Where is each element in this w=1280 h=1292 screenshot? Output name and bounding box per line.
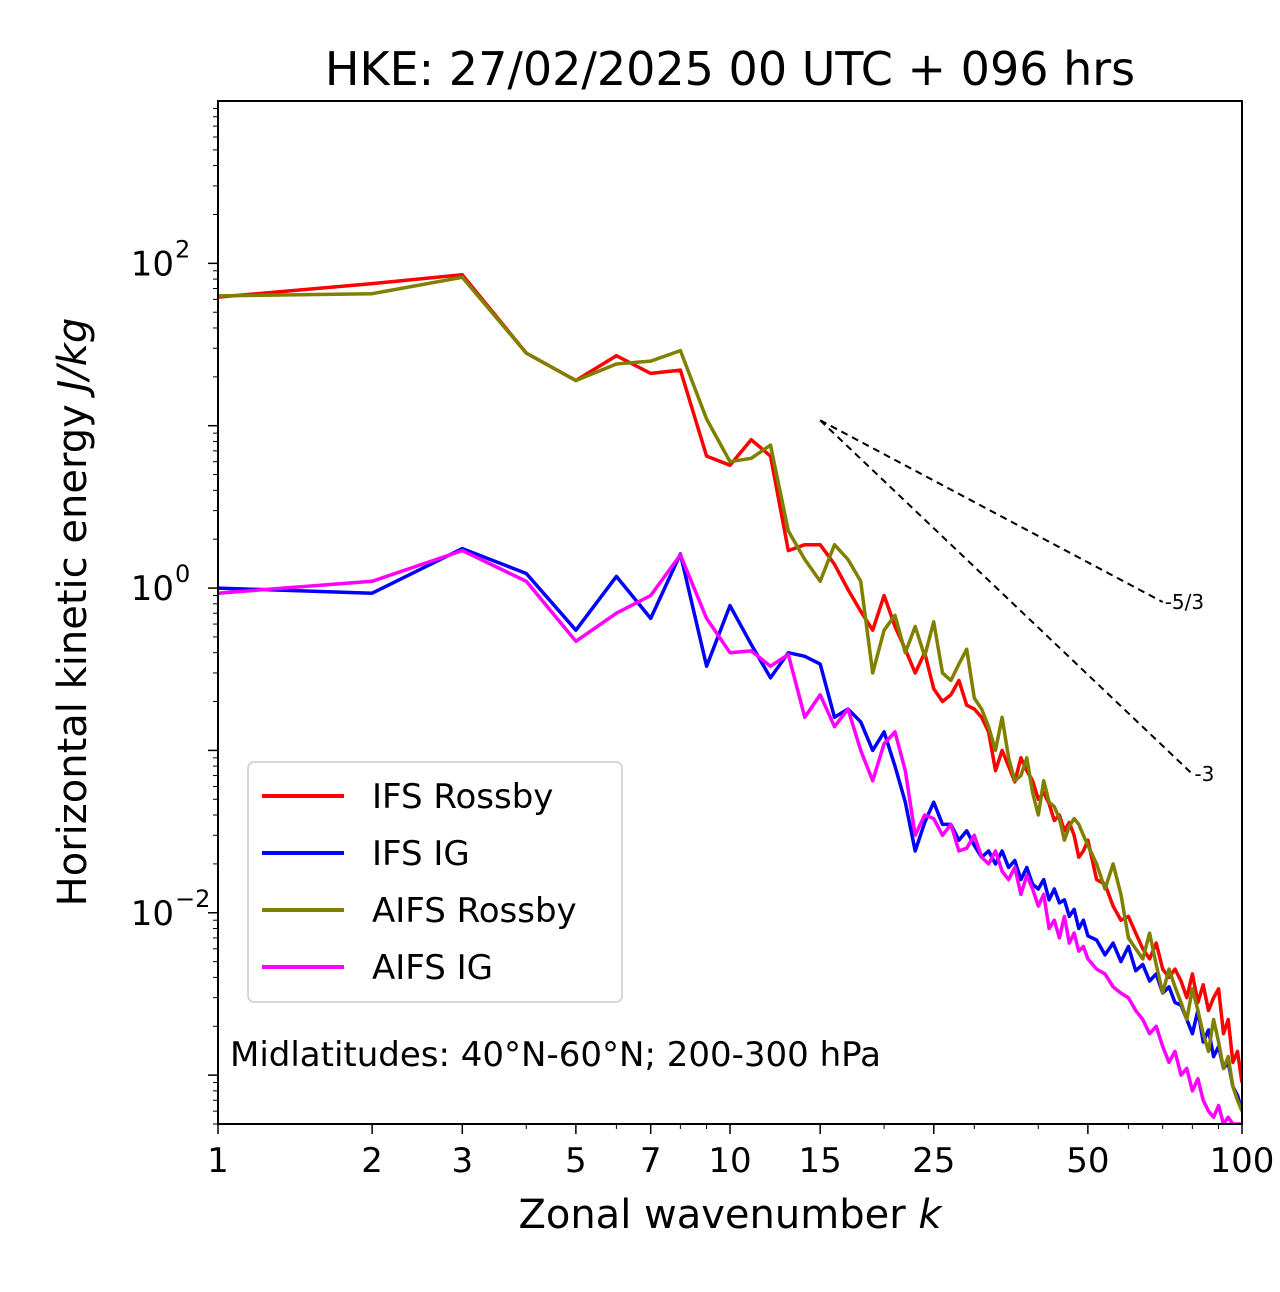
y-tick-label-exponent: 2 [175,235,190,263]
y-tick-label-exponent: −2 [175,885,210,913]
reference-slope-line [819,419,1194,775]
x-tick-label: 5 [565,1141,587,1181]
x-tick-label: 10 [708,1141,751,1181]
x-tick-label: 25 [912,1141,955,1181]
legend: IFS Rossby IFS IG AIFS Rossby AIFS IG [247,761,623,1003]
series-line-3 [218,548,1242,1124]
x-tick-label: 2 [361,1141,383,1181]
series-line-1 [218,546,1242,1112]
legend-label: AIFS IG [372,948,493,988]
x-axis-label-symbol: k [918,1192,943,1238]
x-tick-label: 7 [640,1141,662,1181]
x-tick-label: 100 [1210,1141,1275,1181]
series-line-2 [218,275,1242,1112]
reference-slope-label: -3 [1194,762,1214,786]
y-tick-label: 10 [131,569,174,609]
region-annotation: Midlatitudes: 40°N-60°N; 200-300 hPa [230,1035,881,1075]
reference-slope-label: -5/3 [1165,590,1204,614]
x-tick-label: 3 [451,1141,473,1181]
legend-label: AIFS Rossby [372,891,577,931]
x-axis-label: Zonal wavenumber k [518,1192,943,1238]
y-axis-label: Horizontal kinetic energy J/kg [50,318,96,907]
x-tick-label: 1 [207,1141,229,1181]
series-line-0 [218,273,1242,1083]
y-tick-label: 10 [131,894,174,934]
series-layer [218,273,1242,1124]
y-tick-label-base: 10 [131,894,174,934]
legend-box [247,761,623,1003]
y-tick-label-base: 10 [131,244,174,284]
y-tick-label-base: 10 [131,569,174,609]
legend-label: IFS Rossby [372,777,553,817]
y-axis-label-unit: J/kg [50,318,96,399]
legend-label: IFS IG [372,834,470,874]
y-tick-label-exponent: 0 [175,560,190,588]
reference-slope-line [819,419,1164,603]
reference-lines-layer: -5/3 -3 [819,419,1214,786]
plot-frame [217,100,1243,1125]
x-axis-label-text: Zonal wavenumber [518,1192,906,1238]
x-tick-label: 50 [1066,1141,1109,1181]
chart-title: HKE: 27/02/2025 00 UTC + 096 hrs [325,42,1135,96]
x-tick-label: 15 [799,1141,842,1181]
y-tick-label: 10 [131,244,174,284]
y-axis-label-text: Horizontal kinetic energy [50,404,96,906]
